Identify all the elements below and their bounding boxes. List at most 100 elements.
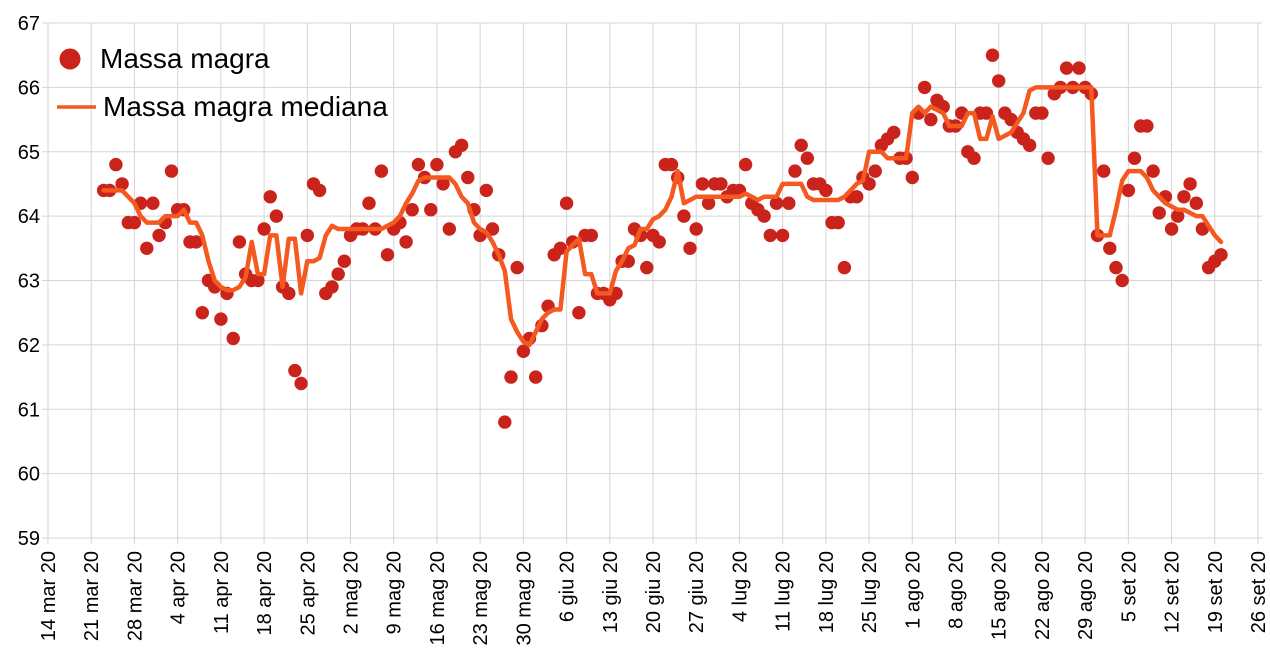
scatter-point bbox=[572, 306, 586, 320]
y-axis-label: 63 bbox=[18, 271, 40, 293]
scatter-point bbox=[424, 203, 438, 217]
scatter-point bbox=[479, 183, 493, 198]
scatter-point bbox=[1072, 61, 1086, 75]
x-axis-label: 25 lug 20 bbox=[859, 551, 881, 633]
scatter-point bbox=[677, 209, 691, 223]
scatter-point bbox=[775, 228, 790, 243]
scatter-point bbox=[794, 138, 808, 152]
scatter-point bbox=[1035, 106, 1049, 120]
scatter-point bbox=[362, 196, 376, 210]
scatter-point bbox=[1097, 164, 1111, 178]
x-axis-label: 12 set 20 bbox=[1162, 551, 1184, 633]
scatter-point bbox=[510, 260, 524, 275]
scatter-point bbox=[430, 157, 444, 172]
scatter-point bbox=[1059, 61, 1074, 75]
scatter-point bbox=[1041, 151, 1055, 165]
x-axis-labels: 14 mar 20 21 mar 20 28 mar 20 4 apr 20 11 ap… bbox=[38, 551, 1270, 646]
scatter-point bbox=[232, 235, 247, 249]
scatter-point bbox=[214, 312, 228, 326]
scatter-point bbox=[461, 170, 475, 185]
legend-label-massa-magra: Massa magra bbox=[100, 43, 270, 74]
scatter-point bbox=[757, 209, 771, 223]
x-axis-label: 23 mag 20 bbox=[470, 551, 492, 646]
scatter-point bbox=[584, 228, 598, 243]
scatter-point bbox=[1127, 151, 1142, 165]
scatter-point bbox=[683, 241, 697, 255]
x-axis-label: 26 set 20 bbox=[1248, 551, 1270, 633]
scatter-point bbox=[559, 196, 574, 210]
axis-tick-marks bbox=[42, 22, 1259, 544]
scatter-point bbox=[485, 222, 500, 236]
scatter-point bbox=[769, 196, 784, 210]
scatter-point bbox=[294, 376, 308, 391]
scatter-point bbox=[337, 254, 351, 268]
y-axis-label: 67 bbox=[18, 13, 40, 35]
scatter-point bbox=[257, 222, 271, 236]
x-axis-label: 8 ago 20 bbox=[946, 551, 968, 629]
x-axis-label: 15 ago 20 bbox=[989, 551, 1011, 640]
scatter-point bbox=[300, 228, 314, 243]
x-axis-label: 22 ago 20 bbox=[1032, 551, 1054, 640]
scatter-point bbox=[1214, 248, 1228, 262]
x-gridlines bbox=[47, 23, 1259, 538]
scatter-point bbox=[127, 215, 142, 230]
scatter-point bbox=[269, 209, 284, 223]
scatter-point bbox=[312, 183, 327, 198]
scatter-point bbox=[288, 363, 302, 378]
scatter-point bbox=[1195, 222, 1210, 236]
legend: Massa magra Massa magra mediana bbox=[57, 43, 388, 122]
scatter-point bbox=[640, 260, 654, 275]
y-axis-label: 66 bbox=[18, 77, 40, 99]
scatter-point bbox=[831, 215, 845, 230]
scatter-point bbox=[152, 228, 166, 243]
scatter-point bbox=[1103, 241, 1117, 255]
scatter-point bbox=[529, 370, 543, 384]
scatter-point bbox=[1183, 177, 1197, 191]
x-axis-label: 2 mag 20 bbox=[341, 551, 363, 634]
scatter-point bbox=[905, 170, 919, 185]
x-axis-label: 30 mag 20 bbox=[513, 551, 535, 646]
scatter-point bbox=[195, 306, 209, 320]
x-axis-label: 4 lug 20 bbox=[729, 551, 751, 622]
scatter-point bbox=[782, 196, 796, 210]
scatter-point bbox=[282, 286, 296, 301]
scatter-point bbox=[862, 177, 876, 191]
scatter-point bbox=[714, 177, 728, 191]
y-axis-label: 60 bbox=[18, 464, 40, 486]
scatter-point bbox=[516, 344, 531, 358]
scatter-point bbox=[763, 228, 777, 243]
scatter-point bbox=[504, 370, 518, 384]
scatter-series bbox=[96, 48, 1228, 429]
x-axis-label: 6 giu 20 bbox=[557, 551, 579, 622]
scatter-point bbox=[695, 177, 710, 191]
scatter-point bbox=[788, 164, 802, 178]
scatter-point bbox=[1164, 222, 1179, 236]
scatter-point bbox=[979, 106, 994, 120]
scatter-point bbox=[1152, 206, 1166, 220]
scatter-point bbox=[924, 112, 938, 127]
scatter-point bbox=[553, 241, 568, 255]
scatter-point bbox=[411, 157, 426, 172]
scatter-point bbox=[325, 280, 339, 294]
scatter-point bbox=[1189, 196, 1204, 210]
scatter-point bbox=[164, 164, 179, 178]
x-axis-label: 20 giu 20 bbox=[643, 551, 665, 633]
scatter-point bbox=[1171, 209, 1185, 223]
scatter-point bbox=[374, 164, 389, 178]
scatter-point bbox=[189, 235, 203, 249]
x-axis-label: 18 apr 20 bbox=[254, 551, 276, 636]
median-line-series bbox=[101, 85, 1224, 348]
scatter-point bbox=[664, 157, 679, 172]
y-axis-label: 59 bbox=[18, 528, 40, 550]
scatter-point bbox=[399, 235, 413, 249]
x-axis-label: 11 lug 20 bbox=[773, 551, 795, 632]
scatter-point bbox=[380, 248, 395, 262]
scatter-point bbox=[251, 273, 265, 288]
scatter-point bbox=[1022, 138, 1037, 152]
scatter-point bbox=[850, 190, 864, 204]
legend-label-massa-magra-mediana: Massa magra mediana bbox=[103, 91, 388, 122]
x-axis-label: 11 apr 20 bbox=[211, 551, 233, 634]
y-axis-labels: 67 66 65 64 63 62 61 60 59 bbox=[18, 13, 40, 550]
scatter-point bbox=[436, 177, 450, 191]
